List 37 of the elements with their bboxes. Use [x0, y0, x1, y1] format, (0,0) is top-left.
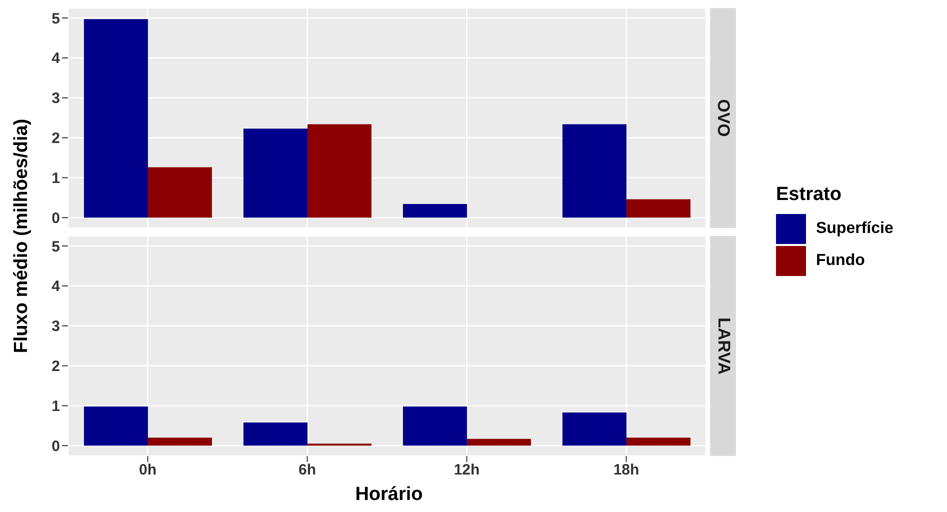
y-axis-title: Fluxo médio (milhões/dia) — [11, 118, 33, 353]
bar — [562, 412, 626, 446]
x-tick-label: 6h — [298, 462, 316, 479]
legend-title: Estrato — [776, 184, 842, 206]
bar — [402, 204, 467, 218]
y-tick-label: 3 — [52, 318, 60, 336]
bar — [562, 124, 626, 218]
legend-label: Superfície — [816, 220, 894, 238]
bar — [243, 128, 308, 218]
bar — [626, 199, 690, 218]
y-tick-label: 0 — [52, 438, 60, 455]
y-tick-label: 3 — [52, 90, 60, 108]
text: LARVA — [713, 318, 733, 374]
x-axis-title: Horário — [354, 484, 424, 506]
y-tick-label: 2 — [52, 130, 60, 148]
y-tick-label: 5 — [52, 10, 60, 28]
legend-label: Fundo — [816, 252, 865, 270]
y-tick-label: 4 — [52, 50, 61, 68]
bar — [84, 406, 148, 446]
y-tick-label: 0 — [52, 210, 60, 227]
y-tick-label: 5 — [52, 238, 60, 256]
bar — [307, 124, 372, 218]
bar — [84, 19, 148, 218]
y-tick-label: 4 — [52, 278, 61, 296]
bar — [243, 422, 308, 446]
bar — [402, 406, 467, 446]
y-tick-label: 2 — [52, 358, 60, 376]
bar — [148, 167, 212, 218]
x-tick-label: 18h — [613, 462, 640, 479]
bar — [148, 438, 212, 446]
x-tick-label: 12h — [454, 462, 480, 479]
x-tick-label: 0h — [138, 462, 157, 479]
y-tick-label: 1 — [52, 398, 60, 416]
text: OVO — [713, 99, 734, 137]
y-tick-label: 1 — [52, 170, 60, 188]
bar — [466, 438, 531, 446]
bar — [626, 438, 690, 446]
